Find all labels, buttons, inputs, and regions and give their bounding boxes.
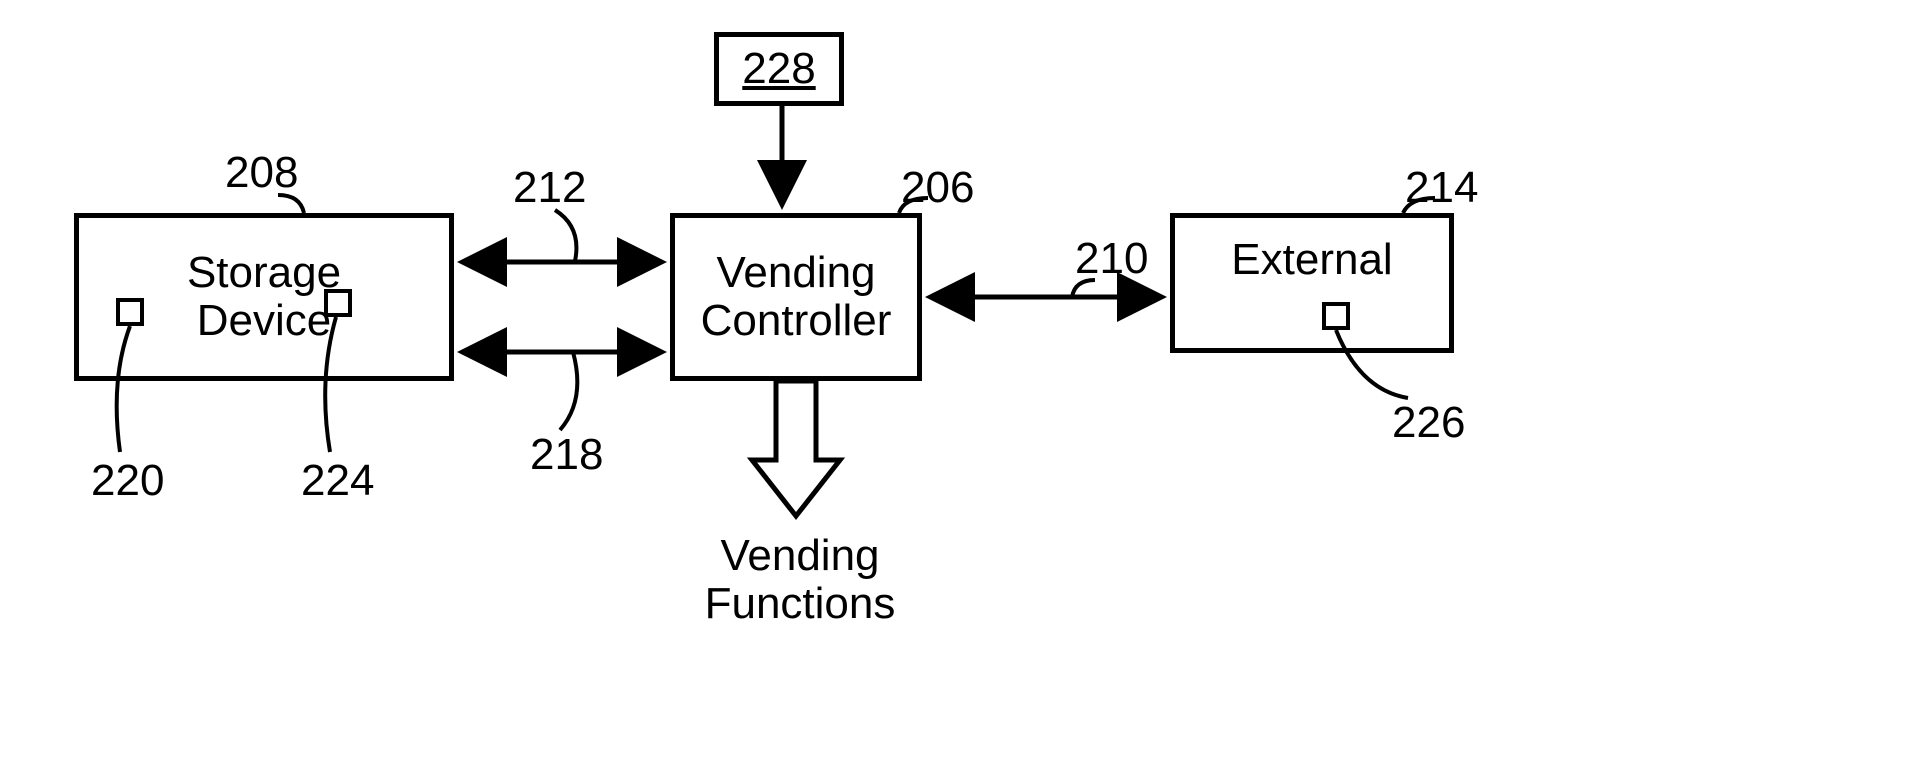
ref-218: 218	[530, 430, 603, 480]
block-diagram: 228 Storage Device Vending Controller Ex…	[0, 0, 1907, 776]
storage-label-2: Device	[197, 297, 332, 345]
ref-224: 224	[301, 456, 374, 506]
box-vending-controller: Vending Controller	[670, 213, 922, 381]
box-external: External	[1170, 213, 1454, 353]
box-228-label: 228	[742, 45, 815, 93]
square-220	[116, 298, 144, 326]
ref-226: 226	[1392, 398, 1465, 448]
ref-208: 208	[225, 148, 298, 198]
external-label: External	[1231, 236, 1392, 284]
block-arrow-vending-functions	[752, 381, 840, 516]
ref-220: 220	[91, 456, 164, 506]
vf-line1: Vending	[720, 531, 879, 580]
vf-line2: Functions	[705, 579, 896, 628]
box-storage-device: Storage Device	[74, 213, 454, 381]
box-228: 228	[714, 32, 844, 106]
ref-206: 206	[901, 163, 974, 213]
ref-210: 210	[1075, 234, 1148, 284]
connectors-layer	[0, 0, 1907, 776]
square-224	[324, 289, 352, 317]
storage-label-1: Storage	[187, 249, 341, 297]
controller-label-1: Vending	[716, 249, 875, 297]
ref-214: 214	[1405, 163, 1478, 213]
vending-functions-label: Vending Functions	[700, 532, 900, 629]
square-226	[1322, 302, 1350, 330]
callout-218	[560, 352, 577, 430]
ref-212: 212	[513, 163, 586, 213]
controller-label-2: Controller	[701, 297, 892, 345]
callout-212	[555, 210, 576, 261]
